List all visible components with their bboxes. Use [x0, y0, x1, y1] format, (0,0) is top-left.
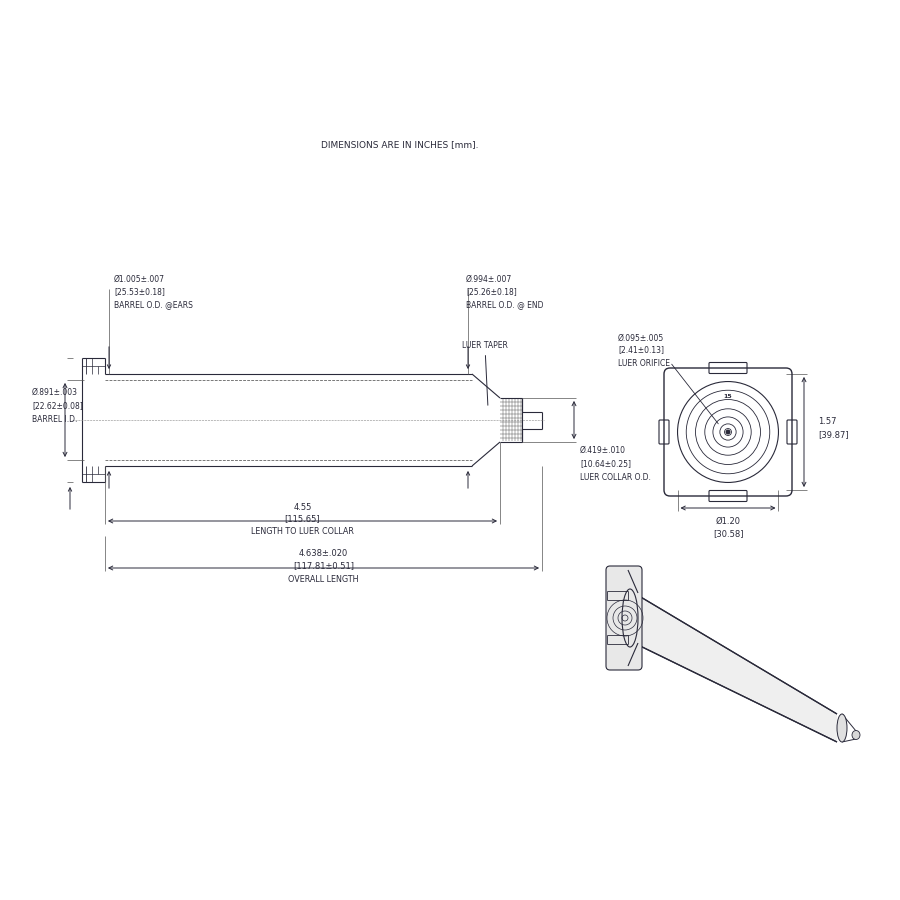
Text: LUER ORIFICE: LUER ORIFICE	[618, 358, 670, 367]
Text: [25.53±0.18]: [25.53±0.18]	[114, 287, 165, 296]
Text: [25.26±0.18]: [25.26±0.18]	[466, 287, 517, 296]
Text: [30.58]: [30.58]	[713, 529, 743, 538]
Text: 15: 15	[724, 393, 733, 399]
Text: [117.81±0.51]: [117.81±0.51]	[293, 562, 354, 571]
Text: 4.638±.020: 4.638±.020	[299, 550, 348, 559]
FancyBboxPatch shape	[606, 566, 642, 670]
Ellipse shape	[852, 731, 860, 740]
Text: BARREL O.D. @ END: BARREL O.D. @ END	[466, 301, 544, 310]
Text: 4.55: 4.55	[293, 502, 311, 511]
Text: [10.64±0.25]: [10.64±0.25]	[580, 460, 631, 469]
Text: LENGTH TO LUER COLLAR: LENGTH TO LUER COLLAR	[251, 527, 354, 536]
Text: Ø1.20: Ø1.20	[716, 517, 741, 526]
Text: LUER TAPER: LUER TAPER	[462, 341, 508, 405]
Text: Ø.419±.010: Ø.419±.010	[580, 446, 626, 454]
Text: Ø1.005±.007: Ø1.005±.007	[114, 274, 165, 284]
Text: [2.41±0.13]: [2.41±0.13]	[618, 346, 664, 355]
Text: [22.62±0.08]: [22.62±0.08]	[32, 401, 83, 410]
Circle shape	[726, 430, 730, 434]
Text: Ø.095±.005: Ø.095±.005	[618, 334, 664, 343]
Text: 1.57: 1.57	[818, 417, 836, 426]
Text: BARREL I.D.: BARREL I.D.	[32, 416, 77, 425]
Polygon shape	[634, 593, 837, 742]
Text: OVERALL LENGTH: OVERALL LENGTH	[288, 574, 359, 583]
Text: Ø.891±.003: Ø.891±.003	[32, 388, 78, 397]
Text: LUER COLLAR O.D.: LUER COLLAR O.D.	[580, 473, 651, 482]
Ellipse shape	[837, 714, 847, 742]
Text: [115.65]: [115.65]	[284, 515, 320, 524]
Text: Ø.994±.007: Ø.994±.007	[466, 274, 512, 284]
Text: DIMENSIONS ARE IN INCHES [mm].: DIMENSIONS ARE IN INCHES [mm].	[321, 140, 479, 149]
Text: BARREL O.D. @EARS: BARREL O.D. @EARS	[114, 301, 193, 310]
Text: [39.87]: [39.87]	[818, 430, 849, 439]
